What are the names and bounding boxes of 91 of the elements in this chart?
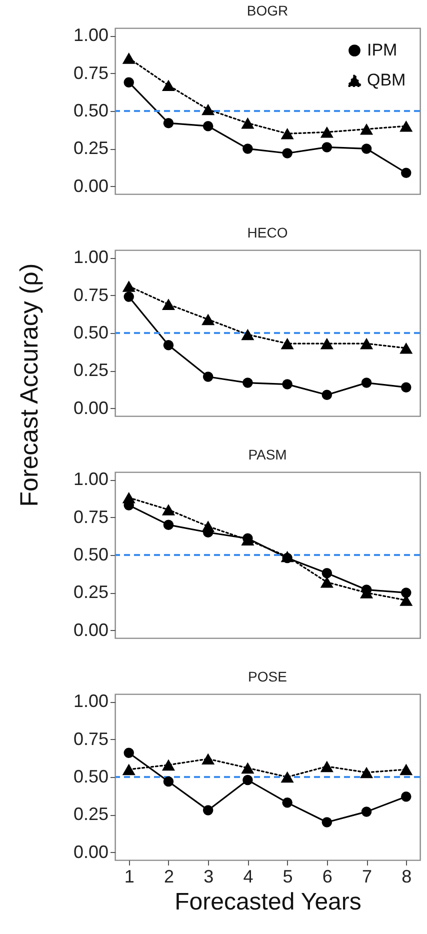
x-axis-title: Forecasted Years [174,888,362,916]
point [322,817,332,828]
point [241,117,254,129]
point [361,144,372,154]
point [242,144,253,154]
point [162,759,175,771]
point [360,766,374,778]
y-tick-label: 0.75 [73,728,108,749]
point [400,764,413,776]
point [400,120,413,132]
y-tick-label: 1.00 [73,469,108,490]
y-tick-label: 0.00 [73,620,108,640]
point [162,298,175,310]
x-tick-label: 4 [243,866,254,886]
y-tick-label: 1.00 [73,247,108,268]
point [320,576,334,588]
x-tick-label: 8 [402,866,412,886]
point [320,760,334,772]
point [401,382,412,392]
legend-label: QBM [367,70,406,90]
point [163,340,174,350]
point [320,126,334,138]
point [202,520,215,532]
point [361,378,372,388]
y-tick-label: 0.00 [73,398,108,418]
point [163,118,174,128]
point [282,379,292,390]
point [401,588,412,598]
point [400,342,413,354]
point [280,338,294,350]
x-tick-label: 6 [322,866,332,886]
point [124,748,134,758]
y-axis-title: Forecast Accuracy (ρ) [16,263,44,507]
point [202,104,215,116]
point [401,792,412,802]
x-tick-label: 1 [124,866,134,886]
point [124,292,134,302]
x-tick-label: 3 [204,866,214,886]
point [122,764,136,776]
chart-title: HECO [247,224,288,241]
y-tick-label: 0.25 [73,582,108,602]
point [320,338,334,350]
point [322,142,332,152]
x-tick-label: 5 [282,866,293,886]
point [242,378,253,388]
point [162,504,175,516]
chart-title: POSE [248,668,287,685]
point [202,805,214,816]
y-tick-label: 0.50 [73,322,108,342]
y-tick-label: 0.50 [73,766,108,786]
x-tick-label: 2 [164,866,174,886]
y-tick-label: 0.75 [73,284,108,305]
point [282,798,292,808]
point [322,390,332,400]
point [122,280,136,292]
point [241,328,254,340]
point [163,520,174,530]
y-tick-label: 1.00 [73,691,108,712]
point [360,338,374,350]
point [282,148,292,158]
point [162,80,175,91]
point [280,771,294,783]
legend-label: IPM [367,40,398,60]
point [202,120,214,132]
point [124,77,134,88]
y-tick-label: 0.75 [73,506,108,527]
point [122,492,136,504]
chart-title: BOGR [246,2,288,19]
y-tick-label: 0.00 [73,842,108,862]
y-tick-label: 0.00 [73,176,108,196]
y-tick-label: 0.50 [73,544,108,564]
y-tick-label: 0.25 [73,804,108,824]
point [202,753,215,765]
point [401,168,412,178]
point [163,776,174,787]
y-tick-label: 1.00 [73,25,108,46]
point [202,372,214,382]
x-tick-label: 7 [362,866,372,886]
point [122,52,136,64]
y-tick-label: 0.75 [73,62,108,83]
y-tick-label: 0.25 [73,138,108,158]
y-tick-label: 0.25 [73,360,108,380]
point [241,762,254,774]
point [202,314,215,326]
point [322,568,332,578]
point [361,806,372,817]
point [242,774,253,786]
chart-title: PASM [248,446,287,463]
point [280,128,294,140]
point [360,123,374,135]
y-tick-label: 0.50 [73,100,108,120]
